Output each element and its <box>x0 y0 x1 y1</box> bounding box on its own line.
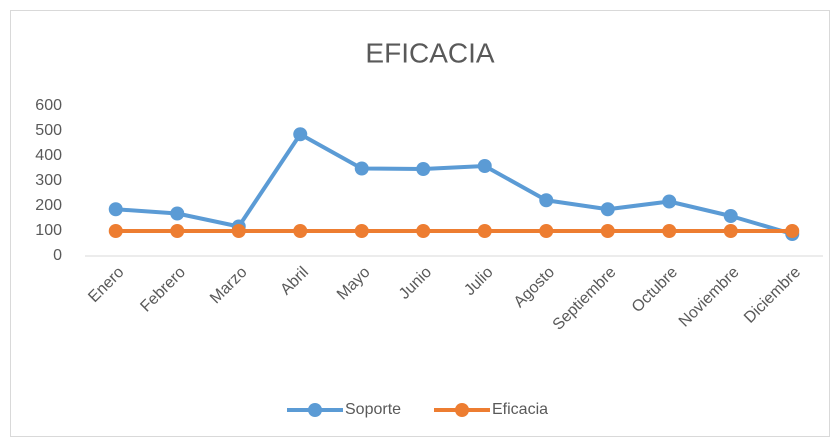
marker <box>600 202 615 217</box>
marker <box>108 202 123 217</box>
marker <box>170 206 185 221</box>
y-tick-label: 400 <box>35 147 62 164</box>
marker <box>170 224 185 238</box>
marker <box>600 224 615 238</box>
line <box>115 132 793 236</box>
marker <box>723 224 738 238</box>
y-tick-label: 200 <box>35 197 62 214</box>
marker <box>662 194 677 209</box>
y-tick-label: 100 <box>35 222 62 239</box>
legend-label: Eficacia <box>492 401 548 418</box>
marker <box>539 224 554 238</box>
marker <box>785 224 800 238</box>
marker <box>231 224 246 238</box>
marker <box>539 193 554 208</box>
marker <box>108 224 123 238</box>
y-tick-label: 300 <box>35 172 62 189</box>
chart-title: EFICACIA <box>365 37 494 68</box>
marker <box>662 224 677 238</box>
marker <box>477 224 492 238</box>
legend-marker <box>455 403 469 417</box>
y-tick-label: 600 <box>35 97 62 114</box>
y-tick-label: 0 <box>53 247 62 264</box>
y-tick-label: 500 <box>35 122 62 139</box>
marker <box>477 159 492 173</box>
chart-border <box>10 10 830 437</box>
legend-label: Soporte <box>345 401 401 418</box>
marker <box>354 161 369 176</box>
marker <box>354 224 369 238</box>
legend-marker <box>308 403 322 417</box>
marker <box>293 224 308 238</box>
marker <box>416 224 431 238</box>
marker <box>723 209 738 223</box>
marker <box>293 127 308 142</box>
marker <box>416 162 431 176</box>
